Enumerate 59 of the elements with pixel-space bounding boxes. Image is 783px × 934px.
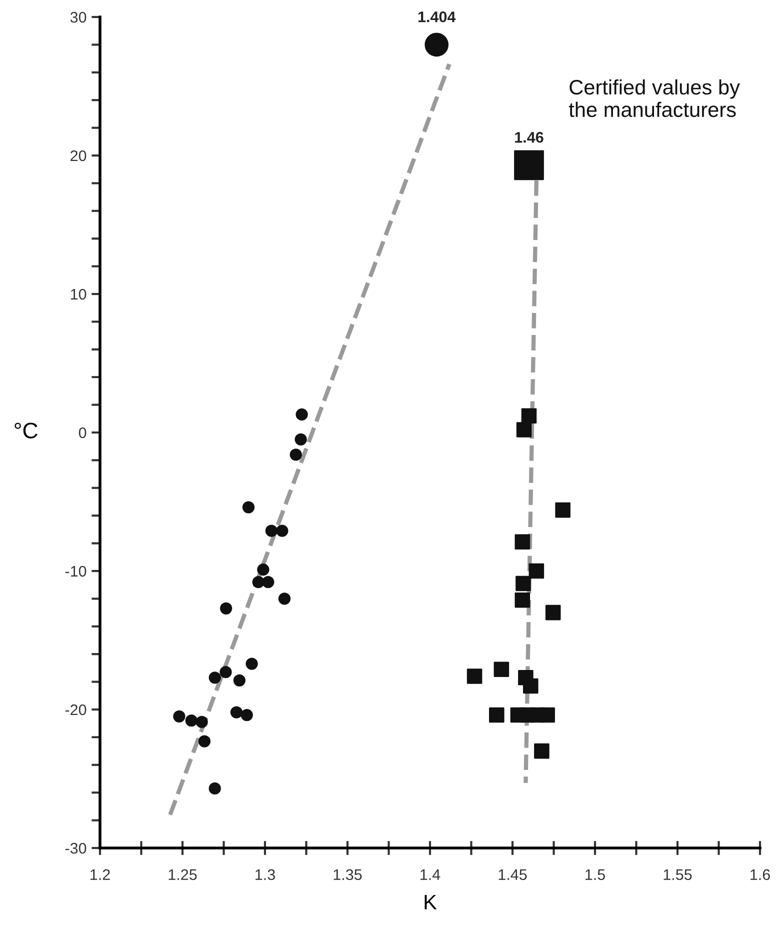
x-tick-label: 1.3	[256, 869, 275, 880]
point	[514, 150, 544, 180]
point	[528, 563, 544, 579]
point	[294, 433, 307, 446]
point	[262, 576, 274, 588]
point	[242, 501, 255, 514]
point	[290, 448, 302, 461]
x-tick-label: 1.6	[750, 869, 770, 880]
y-tick-label: 0	[78, 427, 86, 438]
point	[208, 672, 221, 684]
point	[196, 716, 208, 728]
y-tick-label: -10	[65, 566, 86, 577]
point	[233, 674, 246, 686]
point	[220, 666, 232, 678]
point	[278, 592, 291, 605]
point	[516, 422, 532, 438]
point	[424, 32, 448, 57]
annotation: 1.404	[418, 11, 456, 22]
point	[514, 534, 530, 550]
y-axis-title: °C	[14, 422, 38, 438]
point	[198, 735, 211, 748]
point	[534, 743, 550, 759]
annotation: 1.46	[515, 132, 544, 143]
x-tick-label: 1.25	[168, 869, 197, 880]
point	[516, 576, 531, 592]
y-tick-label: -20	[65, 704, 86, 716]
x-tick-label: 1.2	[90, 869, 110, 880]
annotation: Certified values by the manufacturers	[568, 79, 740, 118]
point	[489, 707, 504, 723]
point	[230, 706, 243, 718]
y-tick-label: 10	[70, 288, 86, 300]
x-tick-label: 1.5	[586, 869, 605, 880]
point	[265, 524, 278, 537]
x-tick-label: 1.35	[334, 869, 362, 880]
point	[252, 576, 264, 588]
y-tick-label: 20	[70, 150, 86, 162]
point	[185, 714, 198, 727]
point	[555, 502, 570, 518]
point	[521, 408, 537, 424]
x-tick-label: 1.55	[664, 869, 692, 880]
point	[466, 668, 482, 684]
point	[514, 592, 530, 608]
x-tick-label: 1.45	[498, 869, 527, 880]
point	[523, 678, 538, 694]
point	[276, 524, 288, 537]
point	[540, 707, 555, 723]
point	[208, 782, 221, 795]
x-axis-title: K	[424, 894, 437, 910]
point	[173, 710, 186, 722]
y-tick-label: 30	[70, 12, 86, 23]
point	[220, 602, 232, 614]
point	[246, 658, 258, 670]
x-tick-label: 1.4	[420, 869, 440, 880]
point	[240, 708, 253, 722]
point	[257, 564, 270, 576]
point	[545, 604, 561, 620]
point	[494, 662, 510, 677]
point	[296, 408, 308, 421]
y-tick-label: -30	[65, 842, 86, 854]
